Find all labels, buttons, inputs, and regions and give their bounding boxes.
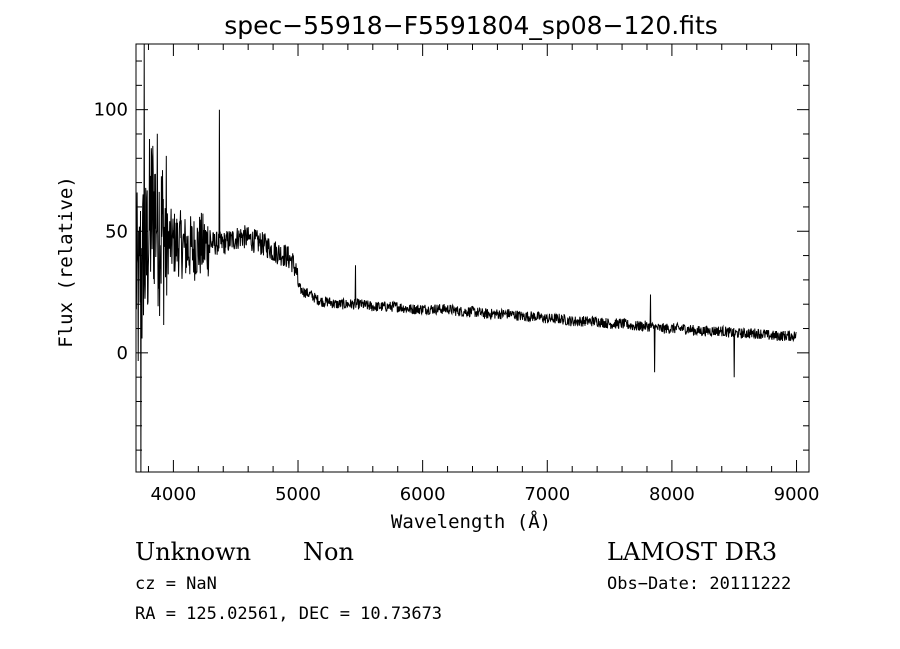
plot-area: 4000 5000 6000 7000 8000 9000 0 50 100 — [94, 43, 820, 505]
x-tick-label: 6000 — [400, 484, 446, 505]
survey-name: LAMOST DR3 — [607, 538, 778, 566]
x-tick-label: 5000 — [275, 484, 321, 505]
x-tick-label: 7000 — [524, 484, 570, 505]
object-class: Unknown — [135, 538, 252, 566]
y-tick-label: 100 — [94, 100, 128, 121]
x-axis-label: Wavelength (Å) — [391, 510, 551, 533]
chart-title: spec−55918−F5591804_sp08−120.fits — [224, 11, 718, 40]
observation-date: Obs−Date: 20111222 — [607, 574, 792, 594]
object-subclass: Non — [303, 538, 354, 566]
y-tick-label: 50 — [105, 221, 128, 242]
plot-frame — [135, 43, 810, 473]
x-tick-label: 8000 — [649, 484, 695, 505]
x-tick-label: 9000 — [774, 484, 820, 505]
coordinates-readout: RA = 125.02561, DEC = 10.73673 — [135, 604, 443, 624]
x-tick-label: 4000 — [150, 484, 196, 505]
spectrum-series-line — [135, 43, 797, 473]
y-axis-label: Flux (relative) — [55, 176, 77, 348]
redshift-readout: cz = NaN — [135, 574, 217, 594]
y-tick-label: 0 — [117, 343, 128, 364]
